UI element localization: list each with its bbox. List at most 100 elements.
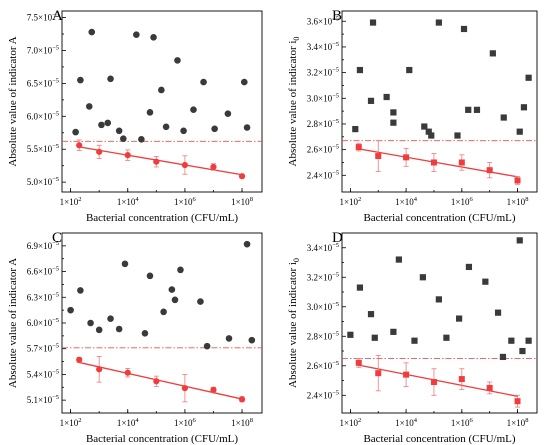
plot-frame [341,232,538,414]
y-axis-label: Absolute value of indicator i0 [287,258,301,388]
x-tick-label: 1×106 [451,417,474,428]
data-point [500,114,507,121]
data-point [248,336,256,344]
mean-point [375,153,382,160]
data-point [243,124,251,131]
x-tick-label: 1×108 [507,417,529,428]
x-axis-label: Bacterial concentration (CFU/mL) [86,433,238,445]
data-point [162,123,170,131]
fit-line [358,364,518,397]
data-point [95,326,103,334]
data-point [200,78,207,86]
x-tick-label: 1×108 [507,196,529,207]
data-point [141,329,149,337]
y-tick-label: 7.5×10−5 [27,12,59,23]
y-tick-label: 3.2×10−5 [307,67,339,78]
y-tick-label: 5.4×10−5 [27,368,59,379]
panel-letter: D [332,230,343,246]
mean-point [430,159,437,166]
data-point [499,353,507,361]
data-point [224,110,232,117]
mean-point [76,356,83,363]
fit-line [79,146,243,176]
y-tick-label: 2.6×10−5 [307,144,339,155]
mean-point [96,366,103,373]
mean-point [76,142,83,149]
data-point [435,19,442,26]
data-point [225,335,233,342]
data-point [395,256,402,263]
mean-point [403,371,410,378]
x-tick-label: 1×104 [395,196,418,207]
data-point [171,296,179,304]
y-tick-label: 3.4×10−5 [307,242,339,253]
data-point [369,19,377,26]
data-point [72,128,79,136]
data-point [177,266,184,274]
mean-point [124,152,131,159]
data-point [516,237,523,244]
data-point [77,76,84,84]
data-point [115,325,123,333]
y-tick-label: 6.6×10−5 [27,266,59,277]
data-point [197,298,204,305]
data-point [85,103,93,110]
mean-point [210,386,217,393]
y-tick-label: 6.0×10−5 [27,317,59,328]
data-point [107,315,114,323]
y-tick-label: 6.9×10−5 [27,240,59,251]
data-point [390,109,397,116]
mean-point [124,369,131,376]
mean-point [96,148,103,155]
y-tick-label: 7.0×10−5 [27,44,59,55]
data-point [390,328,397,335]
mean-point [210,163,217,171]
chart-panel-b: B 2.4×10−5 2.6×10−5 2.8×10−5 3.0×10−5 3.2×10−… [287,8,538,224]
x-tick-label: 1×102 [60,196,82,207]
mean-point [486,167,493,174]
y-tick-label: 3.0×10−5 [307,92,339,103]
mean-point [514,398,521,405]
x-axis-label: Bacterial concentration (CFU/mL) [363,212,515,224]
mean-point [181,385,188,392]
data-point [87,319,94,327]
data-point [435,296,442,303]
data-point [520,104,528,111]
data-point [190,106,197,114]
data-point [516,128,523,135]
panel-letter: C [52,230,62,246]
x-tick-label: 1×102 [339,196,361,207]
data-point [243,240,251,248]
data-point [107,75,114,83]
data-point [371,334,378,341]
data-point [356,66,364,74]
data-point [465,106,472,113]
y-tick-label: 2.4×10−5 [307,169,339,180]
y-tick-label: 6.0×10−5 [27,110,59,121]
data-point [390,119,397,126]
y-tick-label: 3.4×10−5 [307,41,339,52]
x-tick-label: 1×108 [231,417,253,428]
mean-point [486,384,493,391]
data-point [411,337,418,344]
data-point [138,136,145,143]
x-tick-label: 1×102 [60,417,82,428]
y-tick-label: 3.6×10−5 [307,15,339,26]
data-point [367,97,375,104]
x-tick-label: 1×104 [395,417,418,428]
chart-panel-a: A 5.0×10−5 5.5×10−5 6.0×10−5 6.5×10−5 7.0×10−… [7,8,263,224]
data-point [115,127,123,135]
data-point [482,278,489,285]
y-tick-label: 2.6×10−5 [307,360,339,371]
x-tick-label: 1×104 [117,417,140,428]
data-point [98,121,105,129]
mean-point [514,177,521,184]
data-point [508,337,515,344]
x-tick-label: 1×102 [339,417,361,428]
data-point [168,286,176,293]
data-point [146,109,154,116]
data-point [443,334,450,341]
data-point [419,274,426,281]
data-point [356,284,364,291]
data-point [454,132,461,139]
